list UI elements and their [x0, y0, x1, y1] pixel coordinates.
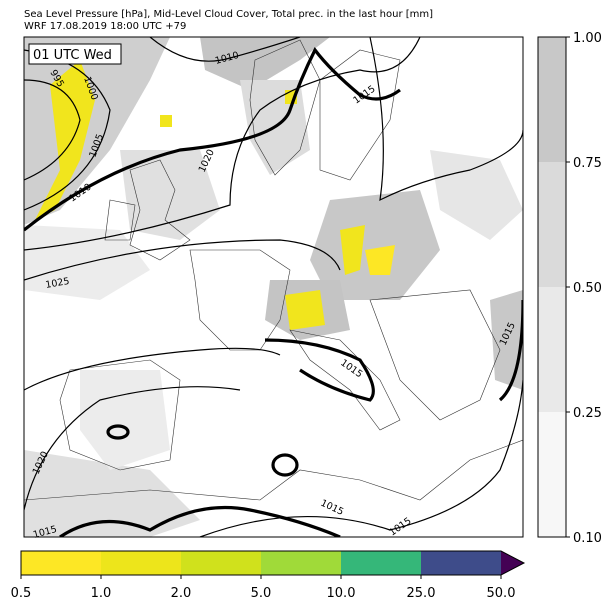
map: 01 UTC Wed 1010 995 1000 1005 1010 1020 …	[23, 36, 524, 541]
precipitation	[35, 60, 395, 330]
title-line: Sea Level Pressure [hPa], Mid-Level Clou…	[24, 9, 433, 20]
tick-label: 25.0	[407, 586, 436, 601]
tick-label: 0.5	[11, 586, 32, 601]
cloud-colorbar: 0.10 0.25 0.50 0.75 1.00	[537, 31, 602, 546]
coastlines	[24, 39, 523, 501]
tick-label: 5.0	[251, 586, 272, 601]
tick-label: 0.25	[573, 406, 602, 421]
tick-label: 50.0	[487, 586, 516, 601]
title-line: WRF 17.08.2019 18:00 UTC +79	[24, 21, 186, 32]
precip-colorbar: 0.5 1.0 2.0 5.0 10.0 25.0 50.0	[11, 550, 526, 601]
tick-label: 10.0	[327, 586, 356, 601]
isobars	[24, 37, 523, 537]
tick-label: 0.10	[573, 531, 602, 546]
time-label: 01 UTC Wed	[33, 48, 112, 63]
isobar-label: 1025	[45, 276, 71, 291]
tick-label: 0.75	[573, 156, 602, 171]
time-box	[28, 43, 122, 65]
tick-label: 2.0	[171, 586, 192, 601]
tick-label: 1.00	[573, 31, 602, 46]
tick-label: 1.0	[91, 586, 112, 601]
tick-label: 0.50	[573, 281, 602, 296]
